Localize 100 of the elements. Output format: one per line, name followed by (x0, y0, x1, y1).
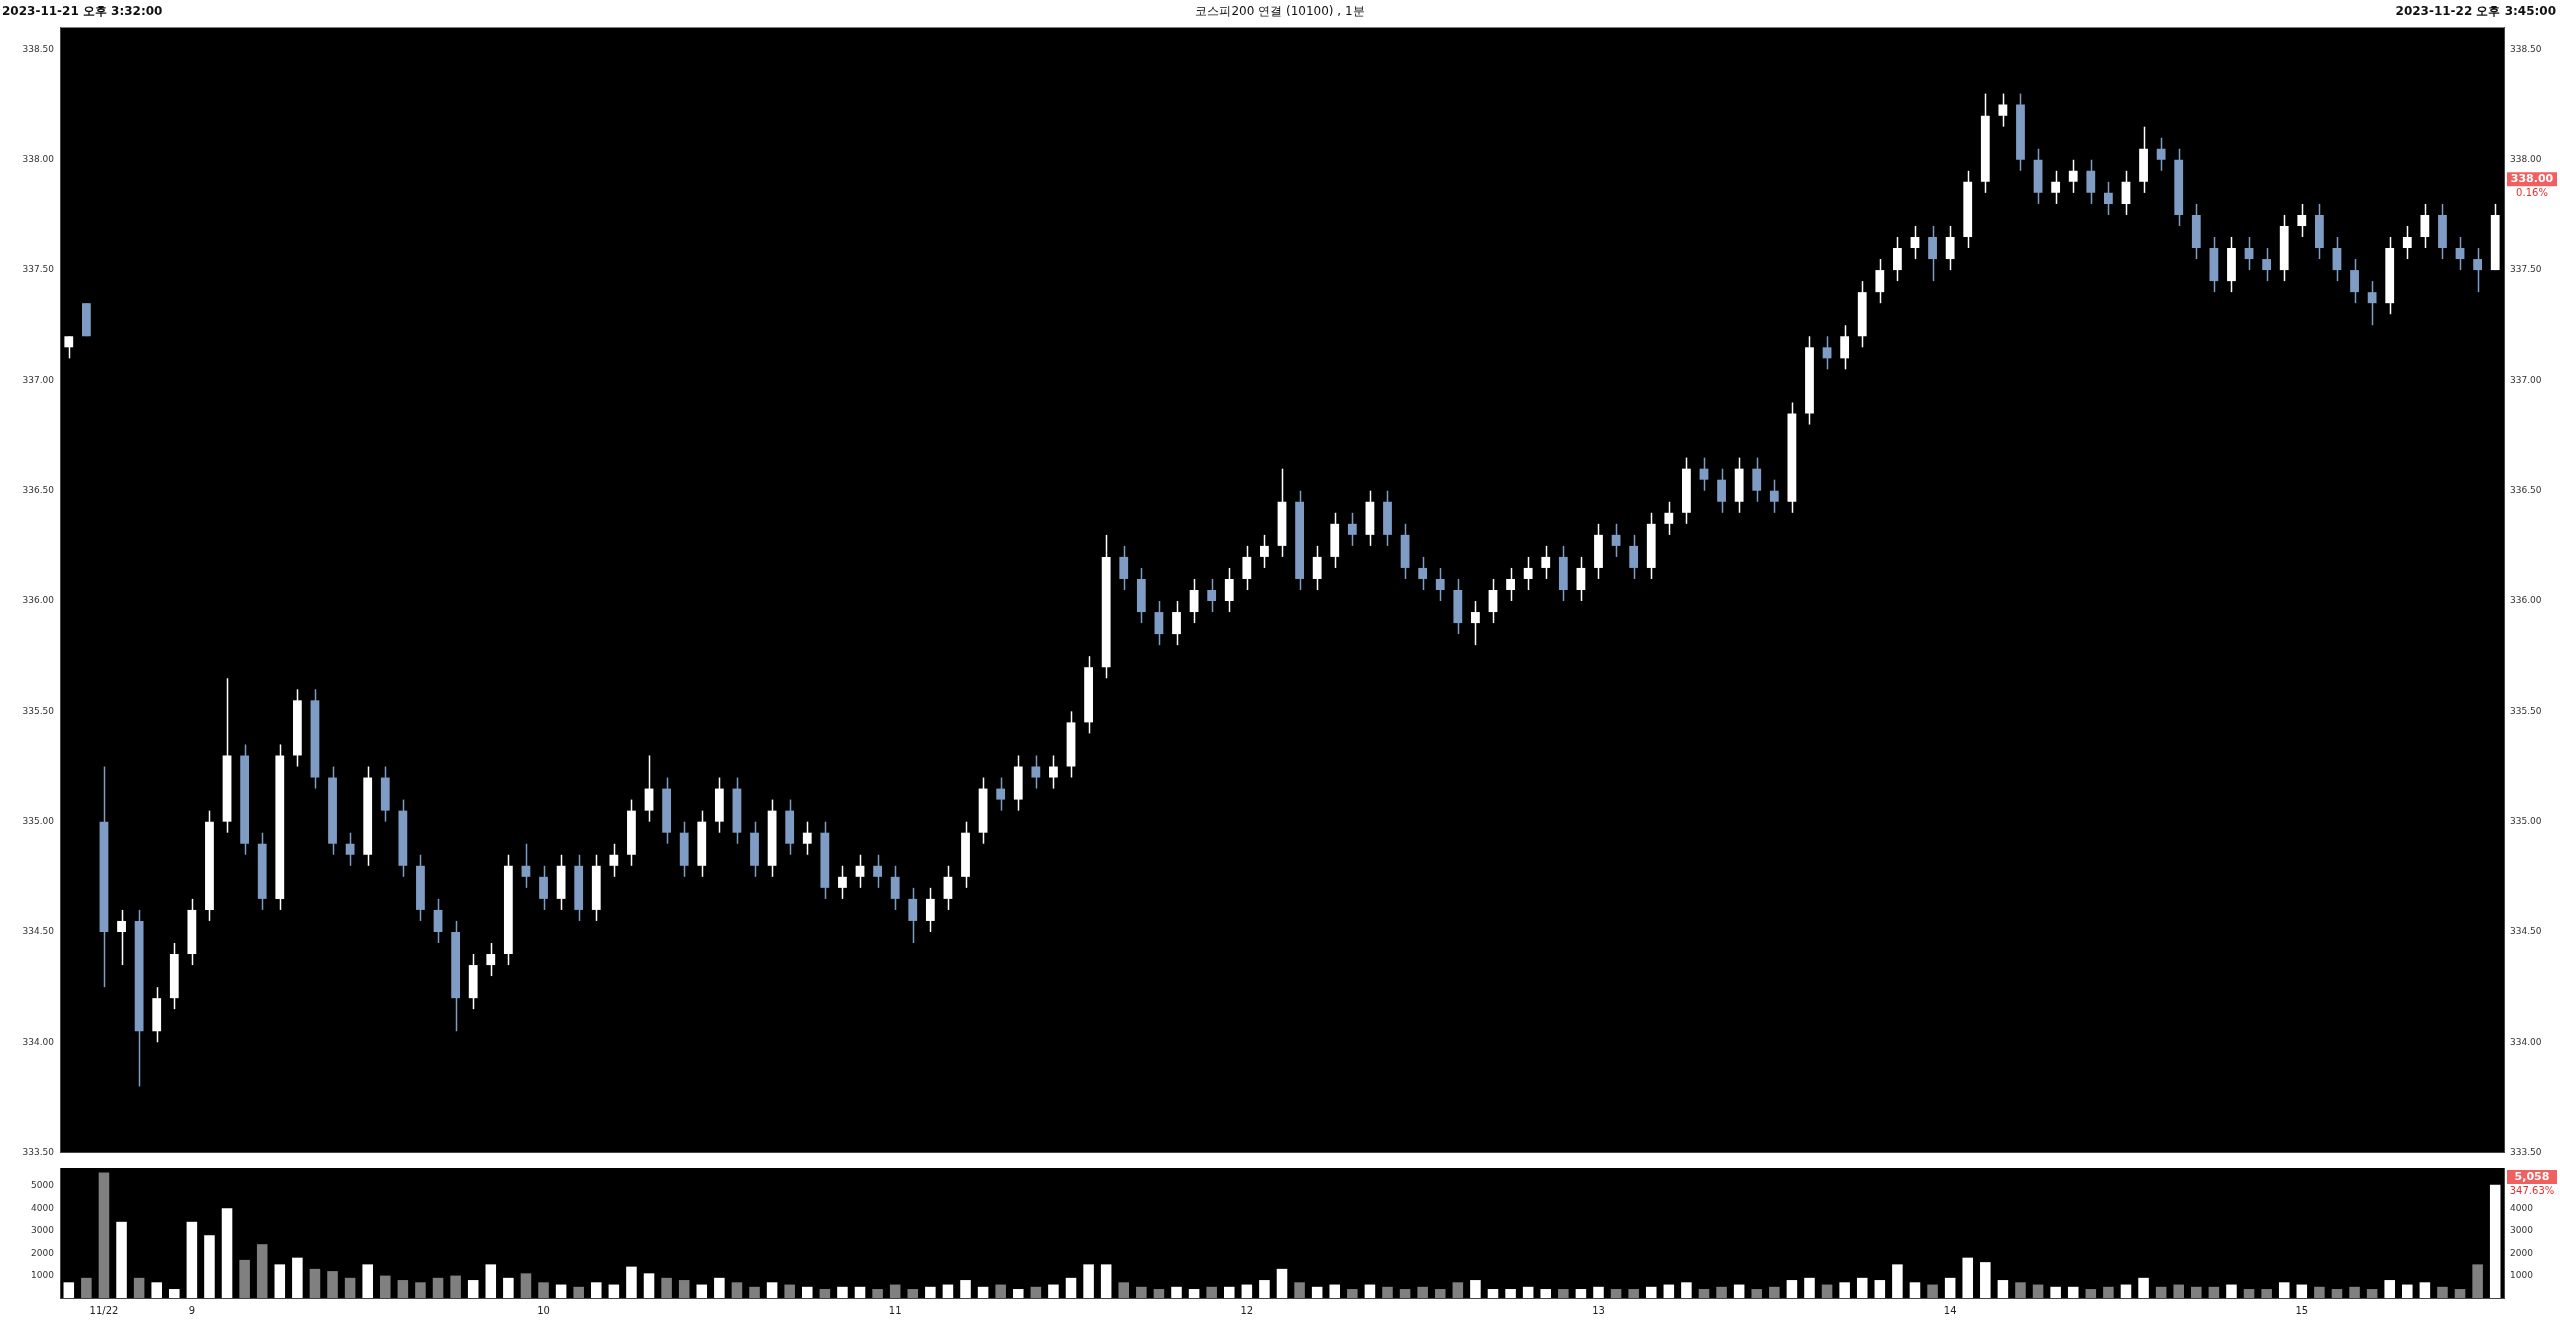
candlestick (2455, 236, 2465, 271)
candlestick (1119, 545, 1129, 591)
bar (1681, 1282, 1692, 1298)
bar (98, 1172, 110, 1298)
bar (1751, 1289, 1763, 1298)
bar (1645, 1286, 1657, 1298)
bar (503, 1277, 514, 1298)
candlestick (1031, 754, 1041, 790)
bar (1821, 1284, 1833, 1298)
candlestick (1893, 236, 1902, 282)
bar (2437, 1286, 2448, 1298)
bar (2331, 1289, 2343, 1298)
bar (1329, 1284, 1341, 1298)
bar (714, 1277, 725, 1298)
bar (467, 1280, 479, 1298)
candlestick (1928, 225, 1937, 282)
bar (1136, 1286, 1147, 1298)
y2-tick-label: 336.00 (2510, 595, 2542, 606)
candlestick (1049, 754, 1058, 790)
bar (626, 1266, 637, 1298)
bar (1048, 1284, 1059, 1298)
bar (1733, 1284, 1745, 1298)
bar (678, 1280, 690, 1298)
bar (1804, 1277, 1815, 1298)
bar (608, 1284, 620, 1298)
bar (256, 1244, 268, 1298)
candlestick (873, 854, 882, 889)
bar (538, 1282, 549, 1298)
candlestick (802, 820, 812, 856)
bar (1769, 1286, 1780, 1298)
bar (2191, 1286, 2202, 1298)
candlestick (1822, 335, 1832, 371)
bar (1206, 1286, 1217, 1298)
bar (327, 1271, 338, 1298)
bar (643, 1273, 655, 1298)
bar (116, 1221, 127, 1298)
candlestick (1664, 501, 1674, 536)
y-tick-label: 3000 (31, 1225, 55, 1236)
candlestick (2297, 203, 2307, 238)
candlestick (2086, 159, 2096, 205)
bar (2278, 1282, 2290, 1298)
bar (2349, 1286, 2360, 1298)
bar (2314, 1286, 2325, 1298)
bar (1364, 1284, 1376, 1298)
y2-tick-label: 334.50 (2510, 926, 2542, 937)
y2-tick-label: 338.50 (2510, 43, 2542, 54)
candlestick (2262, 247, 2272, 282)
bar (239, 1259, 250, 1298)
bar (1311, 1286, 1323, 1298)
bar (415, 1282, 426, 1298)
bar (520, 1273, 532, 1298)
bar (1610, 1289, 1622, 1298)
y2-tick-label: 4000 (2510, 1202, 2534, 1213)
x-tick-label: 15 (2295, 1304, 2309, 1316)
candlestick (2068, 159, 2078, 194)
candlestick (1172, 600, 1181, 646)
candlestick (2244, 236, 2254, 271)
bar (1663, 1284, 1675, 1298)
text: 338.00 (2510, 172, 2554, 186)
bar (2015, 1282, 2026, 1298)
y2-tick-label: 333.50 (2510, 1146, 2542, 1157)
y-tick-label: 334.00 (22, 1036, 55, 1047)
y-tick-label: 333.50 (22, 1146, 55, 1157)
candlestick (1576, 556, 1586, 602)
y-tick-label: 1000 (31, 1269, 55, 1280)
bar (1909, 1282, 1921, 1298)
bar (1980, 1262, 1991, 1298)
bar (2120, 1284, 2132, 1298)
candlestick (890, 865, 900, 911)
bar (1716, 1286, 1727, 1298)
y2-tick-label: 334.00 (2510, 1036, 2542, 1047)
y2-tick-label: 1000 (2510, 1269, 2534, 1280)
y2-tick-label: 335.50 (2510, 705, 2542, 716)
y-tick-label: 335.00 (22, 816, 55, 826)
bar (2173, 1284, 2184, 1298)
bar (573, 1286, 584, 1298)
candlestick (345, 831, 355, 867)
y-tick-label: 336.50 (22, 485, 55, 496)
candlestick (1717, 467, 1726, 514)
text: 2023-11-21 오후 3:32:00 (2, 3, 163, 20)
candlestick (1154, 600, 1164, 646)
candlestick (2402, 225, 2412, 260)
y-tick-label: 338.00 (22, 154, 55, 165)
bar (1698, 1289, 1710, 1298)
candlestick (1506, 567, 1515, 602)
bar (1294, 1282, 1305, 1298)
candlestick (433, 898, 443, 944)
candlestick (1189, 578, 1199, 624)
bar (925, 1286, 936, 1298)
x-tick-label: 13 (1592, 1304, 1605, 1316)
bar (2419, 1282, 2431, 1298)
candlestick (1347, 512, 1357, 547)
bar (872, 1289, 883, 1298)
bar (2472, 1264, 2483, 1298)
x-tick-label: 11/22 (89, 1304, 119, 1316)
bar (1470, 1280, 1481, 1298)
candlestick (1752, 456, 1762, 503)
bar (1153, 1289, 1165, 1298)
y-tick-label: 334.50 (22, 926, 55, 937)
x-tick-label: 9 (188, 1304, 196, 1316)
